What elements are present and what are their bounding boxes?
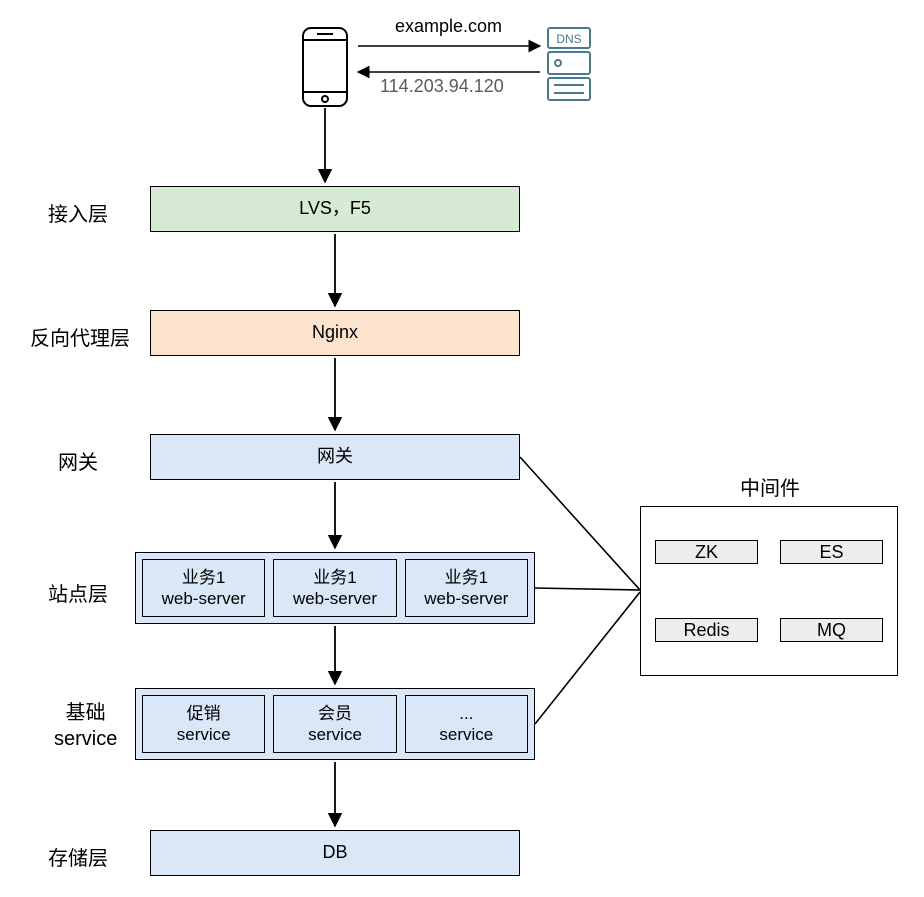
- mw-cell: MQ: [780, 618, 883, 643]
- site-container: 业务1web-server 业务1web-server 业务1web-serve…: [135, 552, 535, 624]
- label-base: 基础 service: [54, 700, 117, 752]
- label-site: 站点层: [48, 578, 108, 607]
- label-storage: 存储层: [48, 842, 108, 871]
- label-access: 接入层: [48, 198, 108, 227]
- phone-icon: [303, 28, 347, 106]
- site-item: 业务1web-server: [273, 559, 396, 617]
- mw-cell: ES: [780, 540, 883, 565]
- mw-cell: Redis: [655, 618, 758, 643]
- mw-line: [535, 592, 640, 724]
- proxy-box: Nginx: [150, 310, 520, 356]
- dns-server-icon: DNS: [548, 28, 590, 100]
- middleware-title: 中间件: [740, 472, 800, 501]
- label-gateway: 网关: [58, 446, 98, 475]
- site-item: 业务1web-server: [142, 559, 265, 617]
- ip-label: 114.203.94.120: [380, 76, 504, 97]
- access-box: LVS，F5: [150, 186, 520, 232]
- base-item: 会员service: [273, 695, 396, 753]
- mw-line: [535, 588, 640, 590]
- mw-line: [520, 457, 640, 590]
- middleware-container: ZK ES Redis MQ: [640, 506, 898, 676]
- base-item: ...service: [405, 695, 528, 753]
- domain-label: example.com: [395, 16, 502, 37]
- site-item: 业务1web-server: [405, 559, 528, 617]
- dns-label: DNS: [556, 32, 581, 46]
- mw-cell: ZK: [655, 540, 758, 565]
- label-proxy: 反向代理层: [30, 322, 130, 351]
- base-container: 促销service 会员service ...service: [135, 688, 535, 760]
- gateway-box: 网关: [150, 434, 520, 480]
- db-box: DB: [150, 830, 520, 876]
- base-item: 促销service: [142, 695, 265, 753]
